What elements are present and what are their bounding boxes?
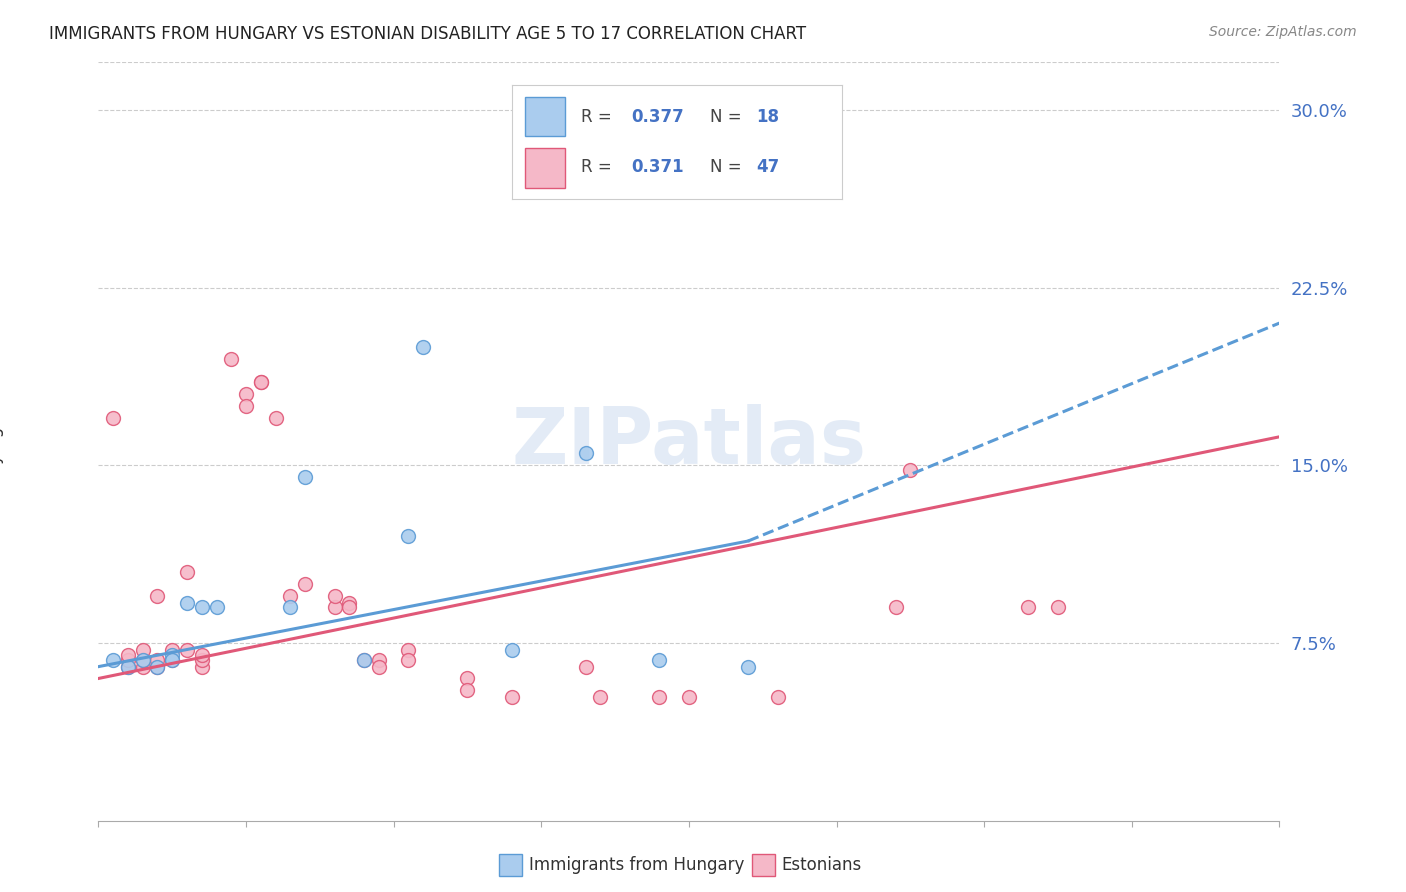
Point (176, 565, 198, 579)
Point (648, 652, 671, 666)
Point (398, 643, 420, 657)
Point (162, 652, 183, 666)
Point (530, 174, 553, 188)
Point (264, 410, 287, 425)
Text: Source: ZipAtlas.com: Source: ZipAtlas.com (1209, 25, 1357, 39)
Point (575, 446, 598, 460)
Point (176, 643, 198, 657)
Point (103, 410, 125, 425)
Point (457, 672, 479, 686)
Point (191, 648, 214, 662)
Point (678, 690, 700, 705)
Point (501, 643, 523, 657)
Point (884, 600, 907, 615)
Point (280, 600, 302, 615)
Point (294, 576, 316, 591)
Point (368, 652, 391, 666)
Point (648, 690, 671, 705)
Point (339, 600, 361, 615)
Point (250, 376, 273, 390)
Point (1046, 600, 1070, 615)
Point (1018, 600, 1040, 615)
Point (353, 652, 375, 666)
Point (323, 600, 346, 615)
Point (191, 659, 214, 673)
Point (457, 683, 479, 698)
Point (412, 340, 434, 354)
Point (132, 643, 155, 657)
Point (146, 652, 169, 666)
Point (501, 690, 523, 705)
Point (117, 652, 139, 666)
Point (900, 463, 922, 477)
Text: Immigrants from Hungary: Immigrants from Hungary (529, 856, 744, 874)
Point (103, 652, 125, 666)
Point (280, 589, 302, 603)
Point (339, 596, 361, 610)
Point (146, 659, 169, 673)
Point (117, 659, 139, 673)
Point (368, 659, 391, 673)
Point (250, 376, 273, 390)
Point (191, 600, 214, 615)
Text: IMMIGRANTS FROM HUNGARY VS ESTONIAN DISABILITY AGE 5 TO 17 CORRELATION CHART: IMMIGRANTS FROM HUNGARY VS ESTONIAN DISA… (49, 25, 806, 43)
Text: ZIPatlas: ZIPatlas (512, 403, 866, 480)
Point (589, 690, 612, 705)
Point (398, 529, 420, 543)
Point (191, 652, 214, 666)
Point (235, 399, 257, 413)
Point (235, 387, 257, 401)
Point (323, 589, 346, 603)
Point (353, 652, 375, 666)
Point (162, 648, 183, 662)
Point (294, 470, 316, 484)
Point (132, 659, 155, 673)
Point (117, 659, 139, 673)
Point (737, 659, 759, 673)
Point (398, 652, 420, 666)
Point (132, 652, 155, 666)
Point (205, 600, 228, 615)
Point (117, 648, 139, 662)
Point (176, 596, 198, 610)
Point (162, 643, 183, 657)
Point (221, 351, 243, 366)
Point (575, 659, 598, 673)
Point (162, 652, 183, 666)
Point (132, 652, 155, 666)
Text: Estonians: Estonians (782, 856, 862, 874)
Point (766, 690, 789, 705)
Point (146, 659, 169, 673)
Point (146, 589, 169, 603)
Text: Disability Age 5 to 17: Disability Age 5 to 17 (0, 352, 4, 531)
